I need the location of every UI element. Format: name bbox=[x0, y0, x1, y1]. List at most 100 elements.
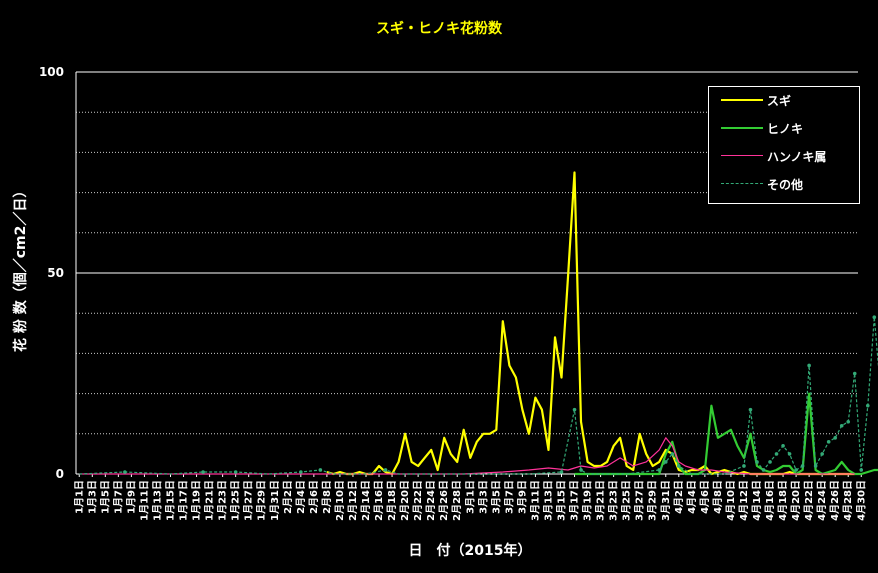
series-line-0 bbox=[326, 171, 855, 476]
x-tick-label: 3月9日 bbox=[516, 480, 528, 514]
x-tick-label: 2月16日 bbox=[373, 480, 385, 521]
x-tick-label: 3月5日 bbox=[490, 480, 502, 514]
x-tick-label: 4月8日 bbox=[712, 480, 724, 514]
x-tick-label: 3月15日 bbox=[555, 480, 567, 521]
x-tick-label: 4月14日 bbox=[751, 480, 763, 521]
y-tick-label: 50 bbox=[47, 266, 64, 280]
x-axis-label: 日 付（2015年） bbox=[408, 543, 532, 559]
x-tick-label: 3月29日 bbox=[647, 480, 659, 521]
x-tick-label: 2月8日 bbox=[321, 480, 333, 514]
series-point-3 bbox=[865, 403, 870, 408]
x-tick-label: 2月6日 bbox=[308, 480, 320, 514]
x-tick-label: 1月25日 bbox=[230, 480, 242, 521]
x-tick-label: 2月12日 bbox=[347, 480, 359, 521]
x-tick-label: 1月21日 bbox=[204, 480, 216, 521]
x-tick-label: 1月23日 bbox=[217, 480, 229, 521]
x-tick-label: 3月13日 bbox=[542, 480, 554, 521]
x-tick-label: 2月18日 bbox=[386, 480, 398, 521]
x-tick-label: 4月2日 bbox=[673, 480, 685, 514]
series-point-3 bbox=[318, 468, 323, 472]
legend-entry: ヒノキ bbox=[709, 118, 803, 138]
x-tick-label: 2月24日 bbox=[425, 480, 437, 521]
x-tick-label: 1月9日 bbox=[125, 480, 137, 514]
x-tick-label: 1月15日 bbox=[164, 480, 176, 521]
series-point-3 bbox=[657, 468, 662, 472]
x-tick-label: 3月31日 bbox=[660, 480, 672, 521]
x-tick-label: 2月4日 bbox=[295, 480, 307, 514]
x-tick-label: 1月17日 bbox=[178, 480, 190, 521]
series-line-2 bbox=[79, 437, 855, 475]
x-tick-label: 2月26日 bbox=[438, 480, 450, 521]
x-tick-label: 4月26日 bbox=[829, 480, 841, 521]
series-point-3 bbox=[787, 452, 792, 456]
x-tick-label: 3月3日 bbox=[477, 480, 489, 514]
series-point-3 bbox=[748, 407, 753, 412]
series-point-3 bbox=[742, 464, 746, 468]
x-tick-label: 4月12日 bbox=[738, 480, 750, 521]
x-tick-label: 1月13日 bbox=[151, 480, 163, 521]
series-point-3 bbox=[839, 423, 844, 428]
series-point-3 bbox=[572, 407, 577, 412]
series-point-3 bbox=[201, 470, 205, 474]
x-tick-label: 2月22日 bbox=[412, 480, 424, 521]
x-tick-label: 1月27日 bbox=[243, 480, 255, 521]
series-point-3 bbox=[123, 470, 127, 474]
series-line-3 bbox=[79, 316, 878, 475]
x-tick-label: 4月18日 bbox=[777, 480, 789, 521]
x-tick-label: 2月20日 bbox=[399, 480, 411, 521]
series-point-3 bbox=[768, 460, 772, 464]
series-point-3 bbox=[826, 440, 831, 444]
x-tick-label: 4月20日 bbox=[790, 480, 802, 521]
series-point-3 bbox=[781, 444, 785, 448]
series-point-3 bbox=[852, 371, 857, 376]
x-tick-label: 3月17日 bbox=[569, 480, 581, 521]
series-point-3 bbox=[670, 452, 675, 456]
x-tick-label: 1月31日 bbox=[269, 480, 281, 521]
series-point-3 bbox=[755, 460, 759, 464]
series-point-3 bbox=[579, 468, 583, 472]
series-point-3 bbox=[559, 470, 564, 474]
y-tick-label: 0 bbox=[56, 467, 64, 481]
series-point-3 bbox=[761, 468, 766, 472]
x-tick-label: 1月1日 bbox=[73, 480, 85, 514]
x-tick-label: 1月3日 bbox=[86, 480, 98, 514]
series-point-3 bbox=[676, 464, 681, 468]
x-tick-label: 4月16日 bbox=[764, 480, 776, 521]
series-point-3 bbox=[872, 315, 877, 320]
x-tick-label: 3月1日 bbox=[464, 480, 476, 514]
legend-swatch bbox=[721, 151, 763, 161]
x-tick-label: 2月28日 bbox=[451, 480, 463, 521]
series-point-3 bbox=[800, 464, 805, 468]
x-tick-label: 2月14日 bbox=[360, 480, 372, 521]
x-tick-label: 4月30日 bbox=[855, 480, 867, 521]
x-tick-label: 4月24日 bbox=[816, 480, 828, 521]
legend-label: ヒノキ bbox=[767, 121, 804, 136]
series-point-3 bbox=[820, 452, 824, 456]
series-point-3 bbox=[859, 468, 864, 472]
legend-swatch bbox=[721, 123, 763, 133]
x-tick-label: 3月27日 bbox=[634, 480, 646, 521]
series-point-3 bbox=[663, 460, 668, 464]
legend-label: スギ bbox=[767, 93, 792, 108]
chart-title: スギ・ヒノキ花粉数 bbox=[376, 21, 502, 37]
x-tick-label: 4月22日 bbox=[803, 480, 815, 521]
series-point-3 bbox=[794, 468, 798, 472]
x-tick-label: 1月7日 bbox=[112, 480, 124, 514]
x-tick-label: 4月10日 bbox=[725, 480, 737, 521]
series-point-3 bbox=[807, 363, 811, 368]
series-point-3 bbox=[833, 436, 837, 440]
x-tick-label: 3月19日 bbox=[582, 480, 594, 521]
x-tick-label: 4月28日 bbox=[842, 480, 854, 521]
x-tick-label: 4月6日 bbox=[699, 480, 711, 514]
legend: スギ ヒノキ ハンノキ属 その他 bbox=[708, 86, 860, 204]
x-tick-label: 1月19日 bbox=[191, 480, 203, 521]
x-tick-label: 3月21日 bbox=[595, 480, 607, 521]
x-tick-label: 1月11日 bbox=[138, 480, 150, 521]
series-point-3 bbox=[233, 470, 238, 474]
series-point-3 bbox=[299, 470, 303, 474]
legend-swatch bbox=[721, 95, 763, 105]
legend-label: その他 bbox=[767, 177, 804, 192]
x-tick-label: 1月5日 bbox=[99, 480, 111, 514]
series-point-3 bbox=[383, 468, 388, 472]
